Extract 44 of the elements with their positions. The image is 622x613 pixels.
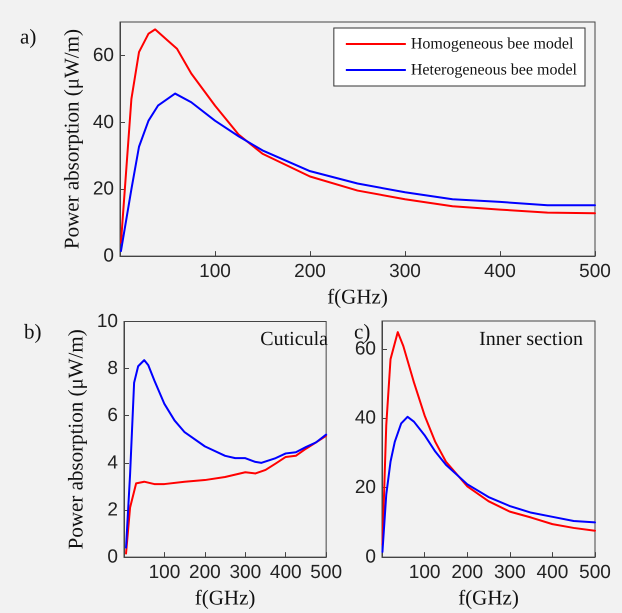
- line-series: [381, 416, 596, 553]
- y-tick-label: 6: [107, 405, 118, 426]
- x-tick-label: 500: [579, 562, 611, 584]
- x-tick-label: 400: [270, 562, 302, 584]
- x-tick-label: 200: [451, 562, 484, 584]
- x-tick-label: 100: [199, 261, 231, 282]
- y-tick-label: 0: [365, 546, 376, 568]
- y-tick-label: 10: [96, 311, 118, 332]
- x-tick-label: 300: [229, 562, 262, 584]
- chart-title: b): [24, 320, 42, 344]
- line-series: [120, 28, 596, 244]
- x-tick-label: 400: [536, 562, 568, 584]
- x-tick-label: 100: [408, 562, 440, 584]
- x-tick-label: 300: [494, 562, 526, 584]
- legend-label: Homogeneous bee model: [410, 36, 574, 52]
- x-tick-label: 300: [389, 261, 421, 282]
- y-tick-label: 40: [354, 408, 376, 429]
- y-axis-title: Power absorption (μW/m): [63, 329, 88, 550]
- y-tick-label: 0: [103, 246, 114, 267]
- x-tick-label: 100: [148, 562, 180, 584]
- y-tick-label: 20: [92, 178, 114, 200]
- y-tick-label: 4: [107, 452, 118, 474]
- x-tick-label: 500: [579, 261, 611, 282]
- y-tick-label: 20: [354, 477, 376, 498]
- chart-title: a): [20, 24, 36, 48]
- y-tick-label: 8: [107, 358, 118, 380]
- line-series: [125, 359, 328, 549]
- line-series: [125, 434, 328, 555]
- y-tick-label: 0: [107, 546, 118, 568]
- legend-label: Heterogeneous bee model: [410, 62, 578, 78]
- y-axis-title: Power absorption (μW/m): [59, 29, 84, 250]
- annotation: Inner section: [479, 328, 584, 350]
- y-tick-label: 40: [92, 112, 114, 133]
- x-tick-label: 200: [189, 562, 221, 584]
- x-axis-title: f(GHz): [327, 284, 388, 308]
- y-tick-label: 60: [92, 44, 114, 66]
- x-tick-label: 400: [484, 261, 516, 282]
- y-tick-label: 2: [107, 499, 118, 520]
- line-series: [381, 331, 596, 546]
- x-tick-label: 500: [310, 562, 342, 584]
- x-tick-label: 200: [294, 261, 326, 282]
- line-series: [120, 92, 596, 252]
- x-axis-title: f(GHz): [458, 586, 519, 610]
- x-axis-title: f(GHz): [194, 586, 256, 610]
